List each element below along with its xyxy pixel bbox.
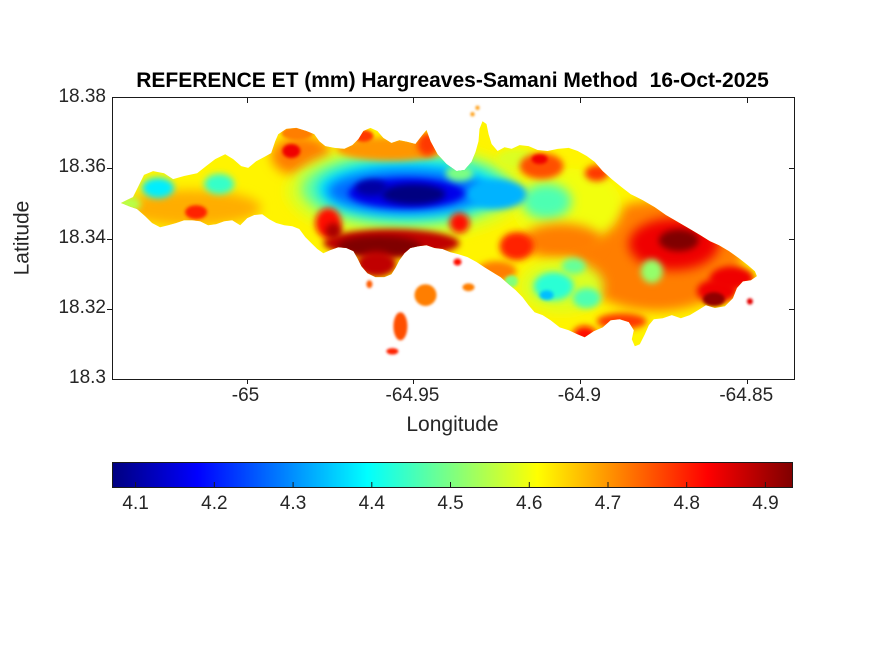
et-region <box>470 112 475 117</box>
et-region <box>282 144 301 158</box>
colorbar-gradient <box>112 462 793 488</box>
colorbar-bar <box>112 462 793 488</box>
axis-tick-mark <box>789 309 794 310</box>
contour-map <box>121 105 757 355</box>
et-region <box>521 223 602 260</box>
et-region <box>519 153 564 180</box>
et-region <box>381 184 446 205</box>
colorbar-tick-label: 4.7 <box>594 493 622 514</box>
offshore-islets <box>366 105 753 355</box>
island-landmass <box>121 121 757 347</box>
x-axis-label: Longitude <box>406 413 499 436</box>
axis-tick-mark <box>747 98 748 103</box>
x-tick-label: -64.9 <box>557 385 601 406</box>
et-region <box>658 229 699 252</box>
axis-tick-mark <box>789 168 794 169</box>
axis-tick-mark <box>247 98 248 103</box>
plot-area <box>107 97 795 384</box>
et-region <box>121 196 141 213</box>
et-region <box>466 179 527 210</box>
et-region <box>356 251 397 278</box>
et-region <box>353 129 374 142</box>
et-region <box>386 348 399 355</box>
axis-tick-mark <box>413 379 414 384</box>
et-region <box>702 292 725 307</box>
axis-tick-mark <box>747 379 748 384</box>
et-region <box>475 105 480 110</box>
et-region <box>640 259 663 284</box>
et-region <box>453 258 462 266</box>
colorbar-tick-label: 4.1 <box>122 493 149 514</box>
colorbar-tick-label: 4.8 <box>673 493 700 514</box>
y-tick-label: 18.3 <box>69 367 106 388</box>
et-region <box>414 284 437 306</box>
colorbar-tick-label: 4.9 <box>752 493 779 514</box>
y-tick-label: 18.36 <box>58 156 106 178</box>
et-region <box>417 132 438 156</box>
et-region <box>445 165 474 182</box>
et-region <box>531 154 548 164</box>
et-region <box>325 223 342 240</box>
et-region <box>337 236 422 257</box>
et-region <box>366 280 373 289</box>
et-region <box>449 212 470 234</box>
et-region <box>533 272 574 301</box>
et-region <box>355 179 388 196</box>
axis-tick-mark <box>580 379 581 384</box>
axis-tick-mark <box>107 309 112 310</box>
y-axis-label: Latitude <box>10 200 34 275</box>
et-region <box>142 177 175 199</box>
et-region <box>572 326 597 345</box>
et-region <box>746 298 753 305</box>
axis-tick-mark <box>107 168 112 169</box>
et-region <box>561 258 586 275</box>
axis-tick-mark <box>580 98 581 103</box>
et-region <box>539 290 554 300</box>
colorbar <box>112 462 793 488</box>
y-tick-label: 18.34 <box>58 226 106 248</box>
et-region <box>521 183 572 220</box>
y-tick-label: 18.38 <box>58 86 106 107</box>
et-region <box>584 165 609 182</box>
et-region <box>596 313 647 330</box>
y-axis-label-wrap: Latitude <box>0 97 44 378</box>
chart-title: REFERENCE ET (mm) Hargreaves-Samani Meth… <box>136 69 769 92</box>
et-region <box>393 312 408 341</box>
axis-tick-mark <box>789 239 794 240</box>
colorbar-tick-label: 4.3 <box>279 493 307 514</box>
et-region <box>281 126 314 141</box>
x-tick-label: -65 <box>231 385 260 406</box>
colorbar-tick-label: 4.6 <box>516 493 543 514</box>
et-region <box>462 283 475 292</box>
et-region <box>204 173 235 195</box>
axis-tick-mark <box>247 379 248 384</box>
et-region <box>499 232 534 261</box>
x-tick-label: -64.85 <box>719 385 774 406</box>
colorbar-tick-label: 4.4 <box>358 493 385 514</box>
colorbar-tick-label: 4.2 <box>201 493 228 514</box>
y-tick-label: 18.32 <box>58 296 106 318</box>
et-region <box>185 205 208 220</box>
axis-tick-mark <box>413 98 414 103</box>
et-region <box>504 275 519 288</box>
et-region <box>572 288 601 309</box>
colorbar-tick-label: 4.5 <box>437 493 464 514</box>
x-tick-label: -64.95 <box>385 385 440 406</box>
axis-tick-mark <box>107 239 112 240</box>
